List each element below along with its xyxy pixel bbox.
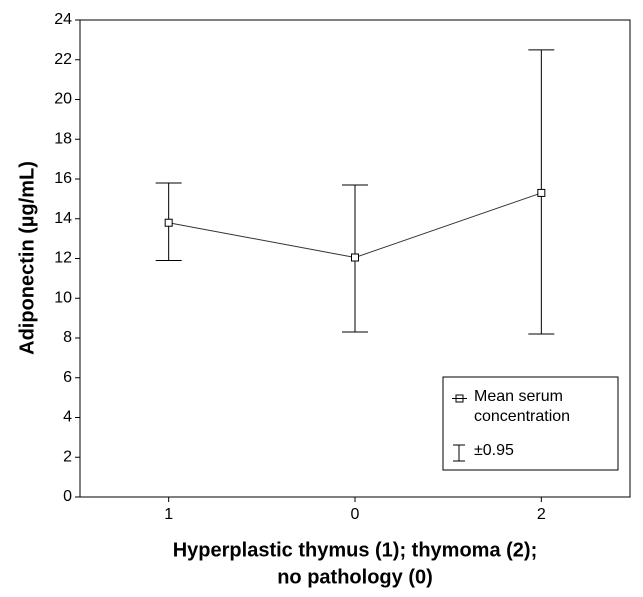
y-tick-label: 14 xyxy=(54,210,72,227)
x-tick-label: 0 xyxy=(351,506,360,523)
y-tick-label: 24 xyxy=(54,11,72,28)
y-tick-label: 12 xyxy=(54,250,72,267)
x-axis-label: Hyperplastic thymus (1); thymoma (2); xyxy=(173,539,538,561)
x-tick-label: 2 xyxy=(537,506,546,523)
y-tick-label: 0 xyxy=(63,488,72,505)
y-tick-label: 16 xyxy=(54,170,72,187)
y-tick-label: 20 xyxy=(54,91,72,108)
y-tick-label: 18 xyxy=(54,130,72,147)
y-tick-label: 10 xyxy=(54,289,72,306)
legend-label: Mean serum concentration xyxy=(474,388,571,425)
y-tick-label: 6 xyxy=(63,369,72,386)
point xyxy=(351,253,359,262)
point xyxy=(164,218,173,227)
x-axis-label: no pathology (0) xyxy=(277,566,433,588)
legend-error xyxy=(453,444,465,462)
y-tick-label: 4 xyxy=(63,409,72,426)
legend-box xyxy=(442,376,619,471)
y-tick-label: 22 xyxy=(54,51,72,68)
y-axis-label: Adiponectin (µg/mL) xyxy=(16,161,38,355)
x-tick-label: 1 xyxy=(164,506,173,523)
y-tick-label: 2 xyxy=(63,448,72,465)
legend-label: ±0.95 xyxy=(474,442,514,459)
point xyxy=(537,188,546,197)
y-tick-label: 8 xyxy=(63,329,72,346)
